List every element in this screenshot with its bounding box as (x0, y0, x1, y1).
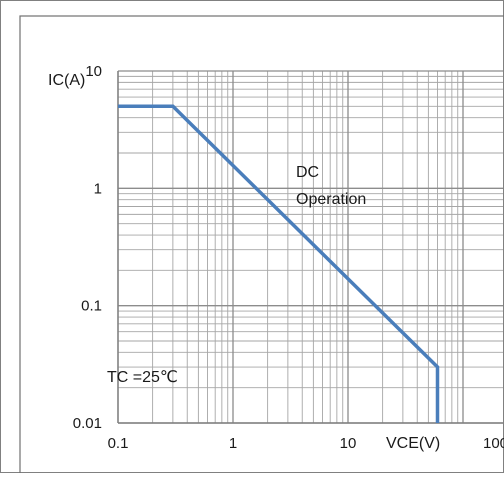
plot-background (118, 71, 463, 423)
y-tick-label: 0.1 (81, 298, 102, 315)
x-tick-label: 100 (483, 435, 504, 452)
x-tick-label: 0.1 (108, 435, 129, 452)
series-layer (118, 104, 440, 423)
dc-operation-annotation: Operation (296, 191, 366, 208)
label-layer: 0.1 1 10 1000.010.1110IC(A)VCE(V)DCOperatio… (48, 63, 504, 452)
x-tick-label: 1 (229, 435, 237, 452)
y-axis-label: IC(A) (48, 72, 85, 89)
y-tick-label: 0.01 (73, 415, 102, 432)
dc-operation-annotation: DC (296, 164, 319, 181)
y-tick-label: 1 (94, 180, 102, 197)
x-axis-label: VCE(V) (386, 435, 440, 452)
x-tick-label: 10 (340, 435, 357, 452)
grid-lines (117, 70, 503, 424)
y-tick-label: 10 (85, 63, 102, 80)
temperature-annotation: TC =25℃ (107, 369, 178, 386)
inner-border (19, 15, 504, 478)
soa-boundary-line (118, 104, 440, 423)
